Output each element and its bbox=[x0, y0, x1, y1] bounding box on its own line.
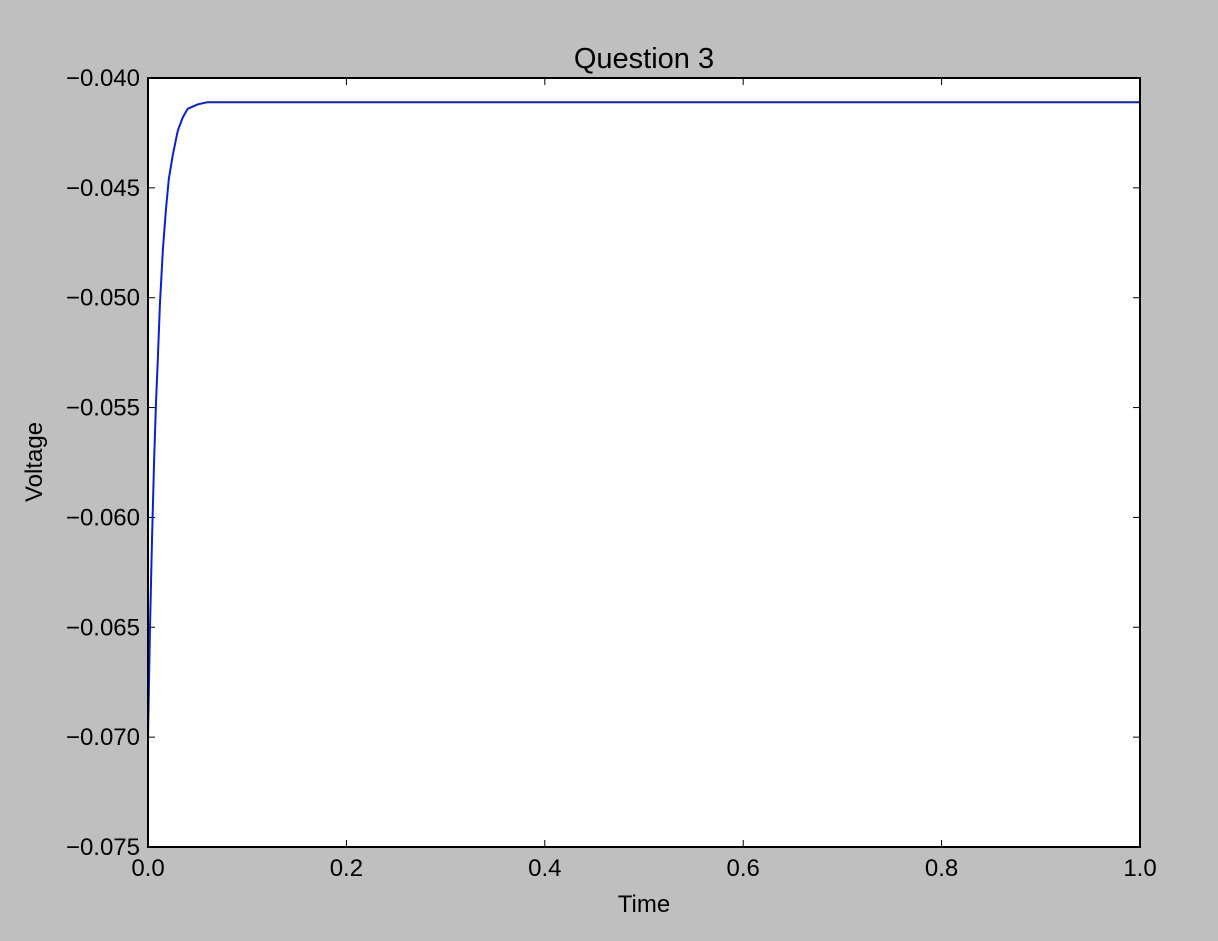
x-tick-label: 0.0 bbox=[131, 855, 164, 882]
y-tick-label: −0.060 bbox=[66, 504, 140, 531]
x-tick-label: 0.8 bbox=[925, 855, 958, 882]
x-tick-label: 0.6 bbox=[727, 855, 760, 882]
y-tick-label: −0.070 bbox=[66, 724, 140, 751]
y-tick-label: −0.055 bbox=[66, 395, 140, 422]
y-tick-label: −0.045 bbox=[66, 175, 140, 202]
plot-area bbox=[148, 78, 1140, 847]
y-tick-label: −0.040 bbox=[66, 65, 140, 92]
y-tick-label: −0.065 bbox=[66, 614, 140, 641]
y-tick-label: −0.050 bbox=[66, 285, 140, 312]
y-axis-label: Voltage bbox=[21, 422, 48, 502]
x-tick-labels: 0.0 0.2 0.4 0.6 0.8 1.0 bbox=[131, 855, 1156, 882]
x-tick-label: 0.4 bbox=[528, 855, 561, 882]
y-tick-labels: −0.040 −0.045 −0.050 −0.055 −0.060 −0.065 −0.0… bbox=[66, 65, 140, 861]
chart-title: Question 3 bbox=[574, 43, 714, 75]
y-tick-label: −0.075 bbox=[66, 834, 140, 861]
plot-frame bbox=[147, 77, 1141, 848]
series-line bbox=[147, 101, 1140, 738]
x-axis-label: Time bbox=[618, 891, 670, 918]
x-tick-label: 0.2 bbox=[330, 855, 363, 882]
x-tick-label: 1.0 bbox=[1123, 855, 1156, 882]
